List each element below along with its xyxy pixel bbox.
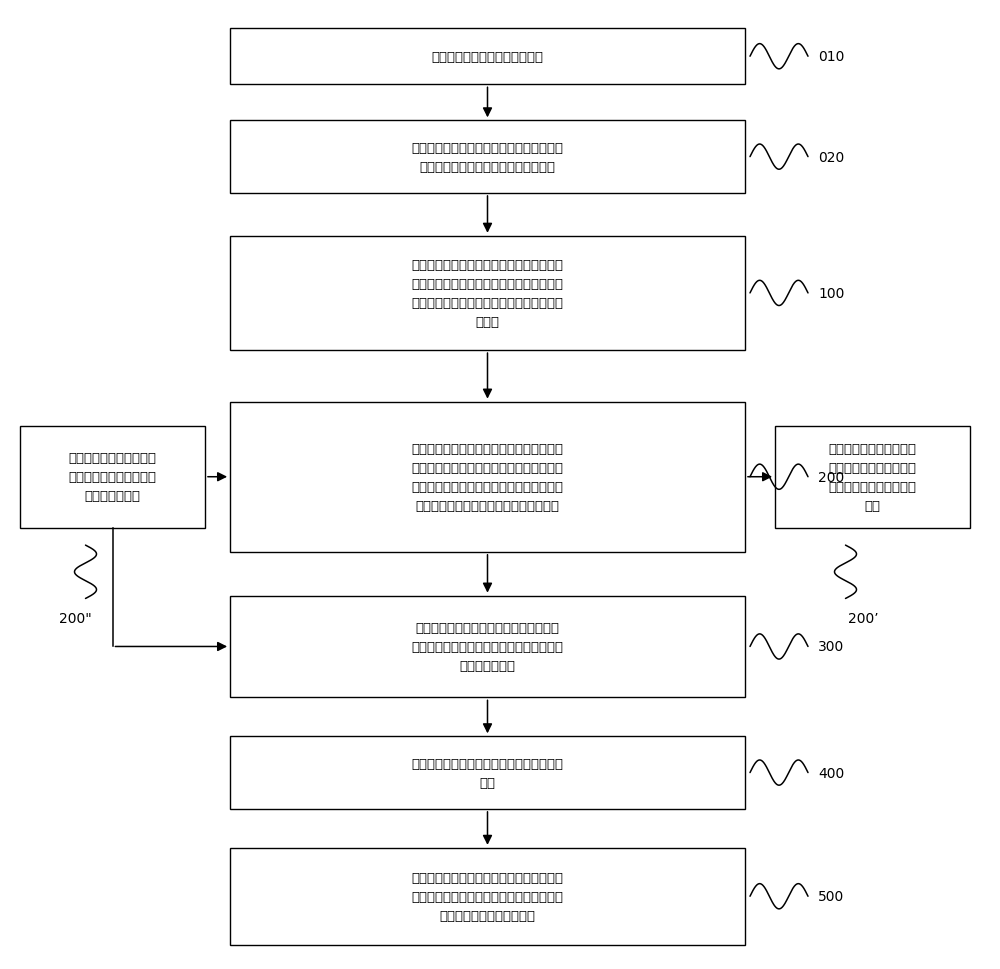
FancyBboxPatch shape xyxy=(230,402,745,552)
Text: 启动空调器的恒温除湿运行模式: 启动空调器的恒温除湿运行模式 xyxy=(432,50,544,64)
Text: 010: 010 xyxy=(818,50,844,64)
Text: 020: 020 xyxy=(818,150,844,165)
Text: 100: 100 xyxy=(818,287,844,300)
Text: 室外风机每运行预设时间，检测室内环境
温度，并计算室内环境温度与预设室内恒温
温度的温度差值: 室外风机每运行预设时间，检测室内环境 温度，并计算室内环境温度与预设室内恒温 温… xyxy=(412,621,564,672)
FancyBboxPatch shape xyxy=(230,121,745,194)
FancyBboxPatch shape xyxy=(775,426,970,528)
Text: 300: 300 xyxy=(818,640,844,654)
FancyBboxPatch shape xyxy=(230,236,745,351)
Text: 200: 200 xyxy=(818,470,844,484)
FancyBboxPatch shape xyxy=(230,596,745,698)
Text: 室外风机的运行转速小于安全运行转速，且
室外风机的占空比大于预设占空比时，控制
室内风机按运行转速和占空比运行，占空比
为室外风机的开机时间占开停周期的比值: 室外风机的运行转速小于安全运行转速，且 室外风机的占空比大于预设占空比时，控制 … xyxy=(412,442,564,513)
Text: 200’: 200’ xyxy=(848,611,879,625)
Text: 200": 200" xyxy=(59,611,92,625)
Text: 500: 500 xyxy=(818,890,844,903)
FancyBboxPatch shape xyxy=(20,426,205,528)
FancyBboxPatch shape xyxy=(230,736,745,809)
Text: 若室外风机的占空比小于
等于预设占空比时，控制
室外风机不运行: 若室外风机的占空比小于 等于预设占空比时，控制 室外风机不运行 xyxy=(68,452,156,503)
Text: 检测室外环境温度、室外相对湿度和室内相
对湿度，根据室外环境温度、室外相对湿度
和室内相对湿度计算室外风机的运行转速和
占空比: 检测室外环境温度、室外相对湿度和室内相 对湿度，根据室外环境温度、室外相对湿度 … xyxy=(412,259,564,328)
Text: 根据温度差值调整室外风机的运行转速和占
空比: 根据温度差值调整室外风机的运行转速和占 空比 xyxy=(412,757,564,789)
Text: 室外风机的运行转速大于
等于安全运行转速，控制
室外风机按安全运行转速
运行: 室外风机的运行转速大于 等于安全运行转速，控制 室外风机按安全运行转速 运行 xyxy=(828,442,916,513)
Text: 若室外风机的温度达到可靠性保护点时，则
进行可靠性保护运行，直至温度低于可靠性
保护点时，解除可靠性保护: 若室外风机的温度达到可靠性保护点时，则 进行可靠性保护运行，直至温度低于可靠性 … xyxy=(412,871,564,922)
FancyBboxPatch shape xyxy=(230,29,745,85)
FancyBboxPatch shape xyxy=(230,848,745,945)
Text: 检测室内环境温度，根据预设室外风机算法
设定室内环境温度为预设室内恒温温度: 检测室内环境温度，根据预设室外风机算法 设定室内环境温度为预设室内恒温温度 xyxy=(412,141,564,173)
Text: 400: 400 xyxy=(818,766,844,780)
